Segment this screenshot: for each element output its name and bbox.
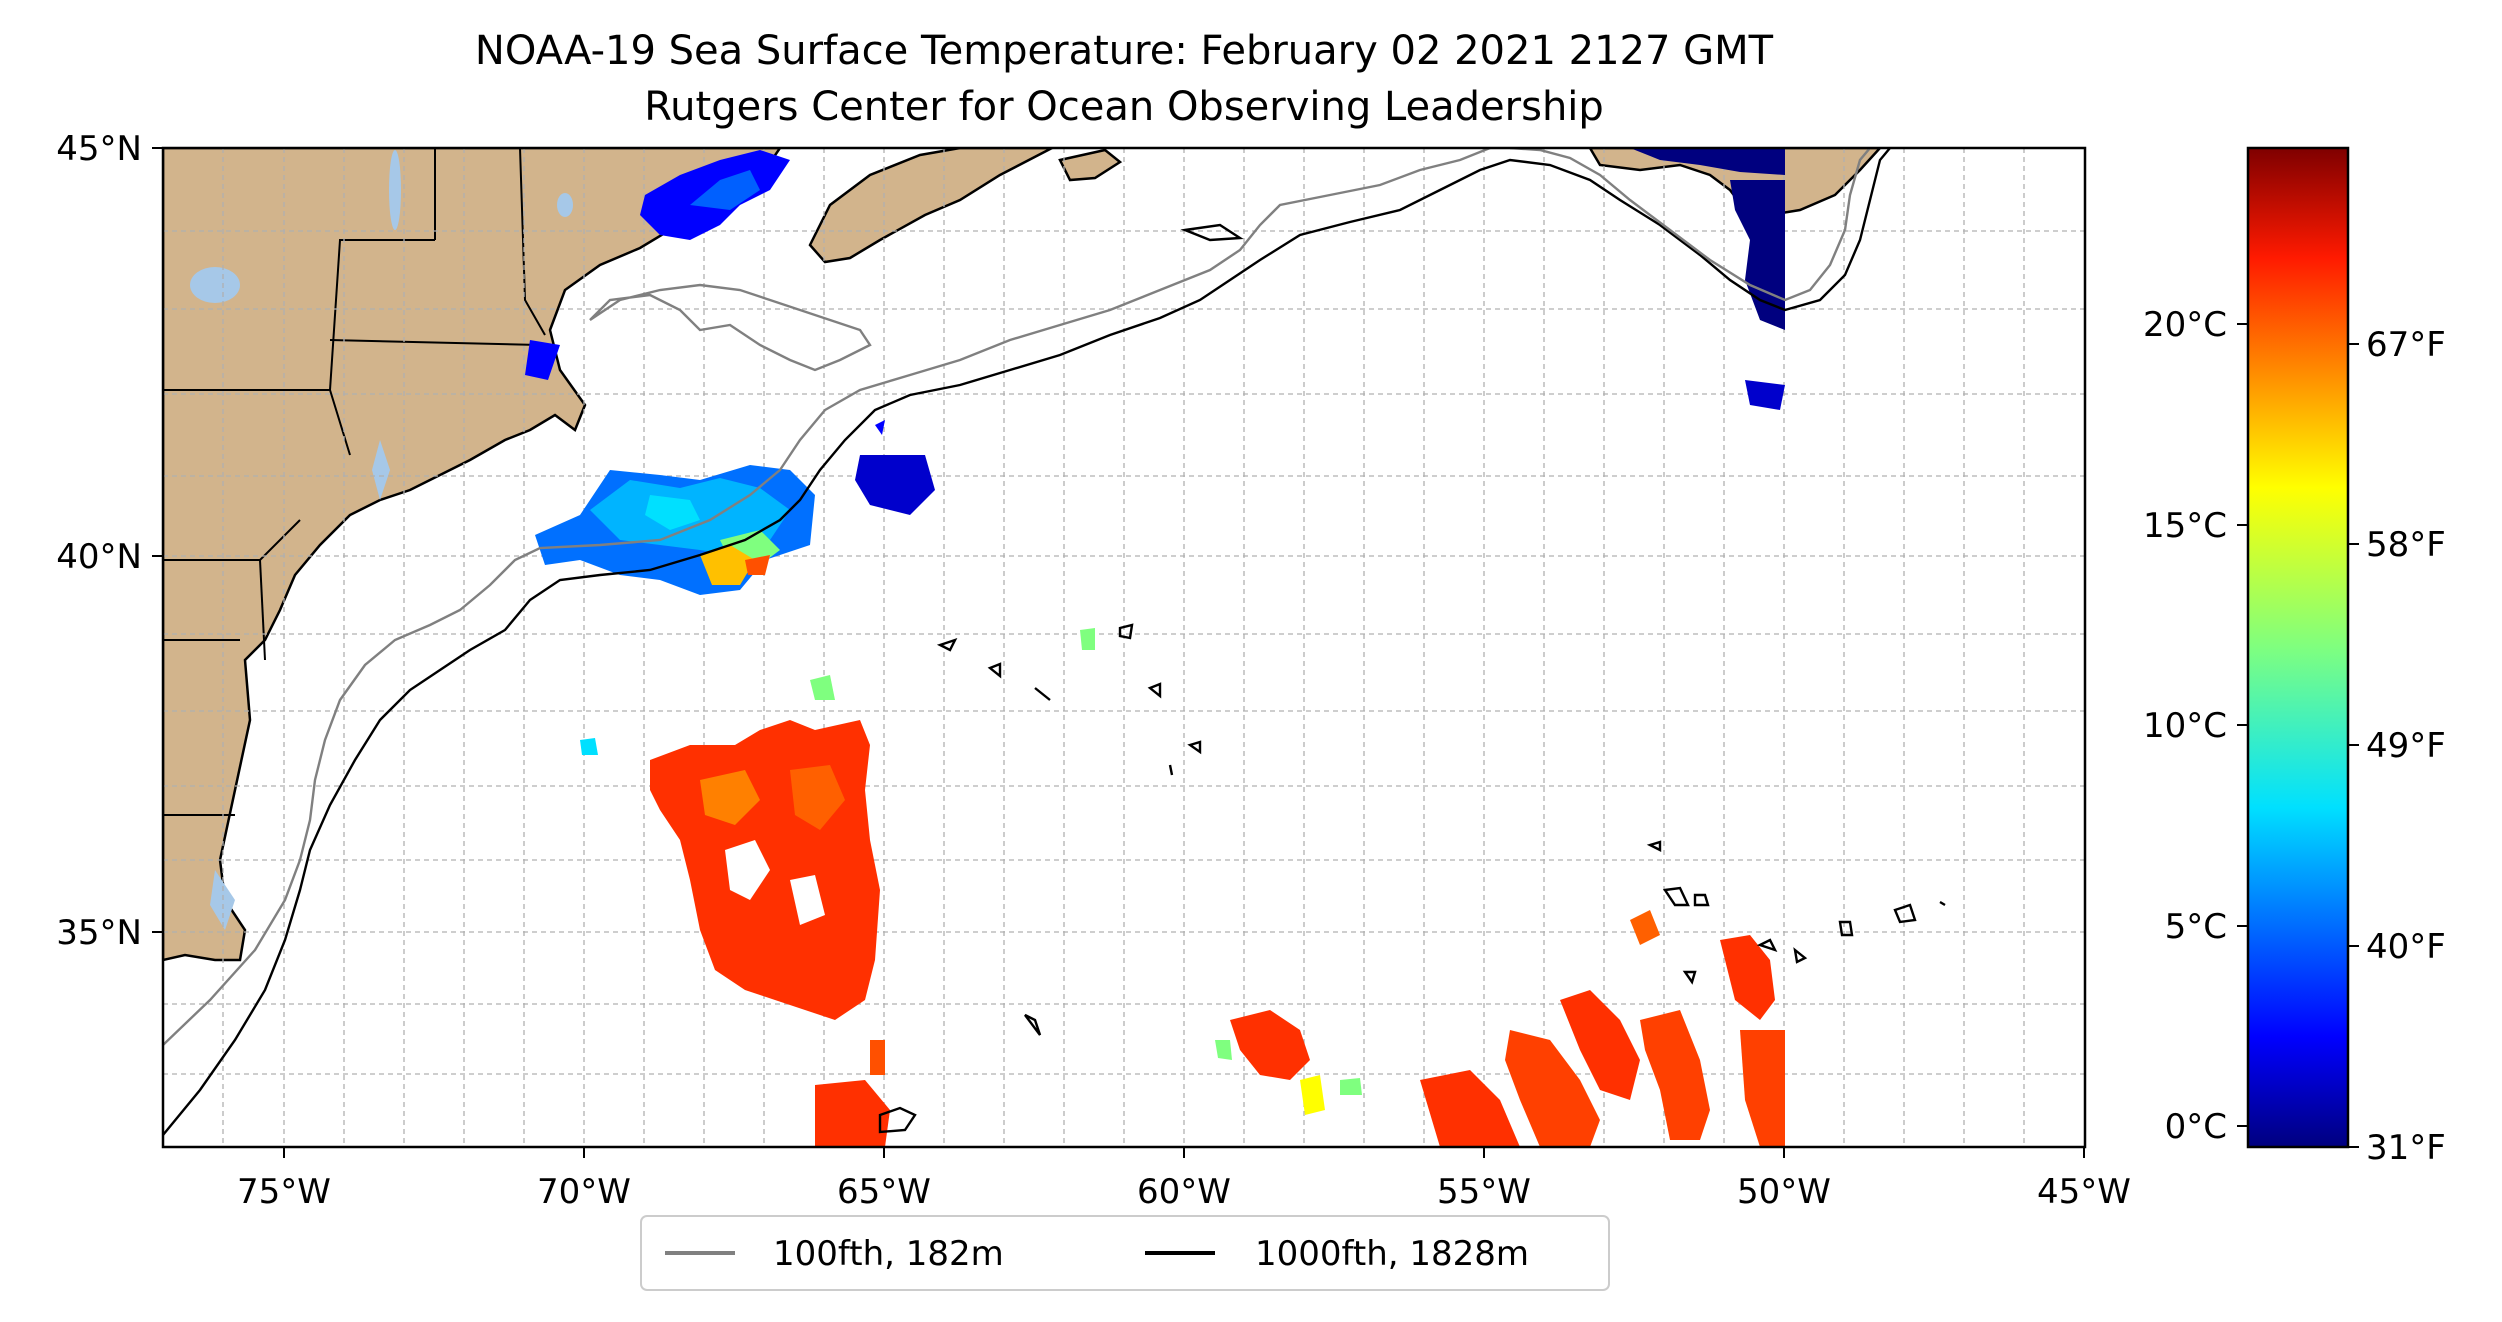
seamount-contours bbox=[878, 223, 1946, 1134]
sst-warm-patches bbox=[580, 628, 1785, 1147]
land-cape-breton bbox=[1058, 148, 1123, 182]
map-area bbox=[163, 148, 2085, 1147]
lon-tick-label: 50°W bbox=[1737, 1172, 1831, 1212]
map-grid bbox=[163, 148, 2085, 1147]
map-frame bbox=[161, 146, 2087, 1149]
sst-cold-patches bbox=[525, 148, 1785, 515]
colorbar-celsius-label: 0°C bbox=[2165, 1107, 2227, 1147]
colorbar: 0°C 5°C 10°C 15°C 20°C 31°F 40°F 49°F 58… bbox=[2143, 146, 2446, 1168]
contour-1000fth bbox=[163, 148, 1891, 1136]
lon-tick-label: 60°W bbox=[1137, 1172, 1231, 1212]
colorbar-fahrenheit-label: 31°F bbox=[2366, 1128, 2446, 1168]
map-axis-ticks bbox=[152, 147, 2085, 1158]
colorbar-celsius-label: 5°C bbox=[2165, 907, 2227, 947]
lat-tick-label: 40°N bbox=[56, 537, 142, 577]
colorbar-celsius-label: 20°C bbox=[2143, 305, 2227, 345]
lon-tick-label: 45°W bbox=[2037, 1172, 2131, 1212]
contour-100fth-grand-banks bbox=[1509, 148, 1871, 302]
map-title-line2: Rutgers Center for Ocean Observing Leade… bbox=[644, 84, 1604, 130]
colorbar-gradient bbox=[2246, 146, 2350, 1149]
legend-label-1000fth: 1000fth, 1828m bbox=[1255, 1234, 1529, 1274]
legend-label-100fth: 100fth, 182m bbox=[773, 1234, 1004, 1274]
land-nova-scotia bbox=[808, 148, 1053, 264]
lon-tick-label: 55°W bbox=[1437, 1172, 1531, 1212]
colorbar-fahrenheit-label: 67°F bbox=[2366, 325, 2446, 365]
lon-tick-label: 70°W bbox=[537, 1172, 631, 1212]
colorbar-celsius-label: 15°C bbox=[2143, 506, 2227, 546]
colorbar-fahrenheit-label: 40°F bbox=[2366, 927, 2446, 967]
map-title-line1: NOAA-19 Sea Surface Temperature: Februar… bbox=[475, 28, 1774, 74]
lon-tick-label: 65°W bbox=[837, 1172, 931, 1212]
contour-100fth bbox=[163, 148, 1491, 1046]
colorbar-fahrenheit-label: 58°F bbox=[2366, 525, 2446, 565]
lat-tick-label: 45°N bbox=[56, 129, 142, 169]
state-borders bbox=[163, 148, 546, 816]
colorbar-celsius-label: 10°C bbox=[2143, 706, 2227, 746]
colorbar-fahrenheit-label: 49°F bbox=[2366, 726, 2446, 766]
lat-tick-label: 35°N bbox=[56, 913, 142, 953]
contour-legend: 100fth, 182m 1000fth, 1828m bbox=[640, 1215, 1610, 1291]
contour-100fth-georges bbox=[589, 283, 872, 372]
lon-tick-label: 75°W bbox=[237, 1172, 331, 1212]
